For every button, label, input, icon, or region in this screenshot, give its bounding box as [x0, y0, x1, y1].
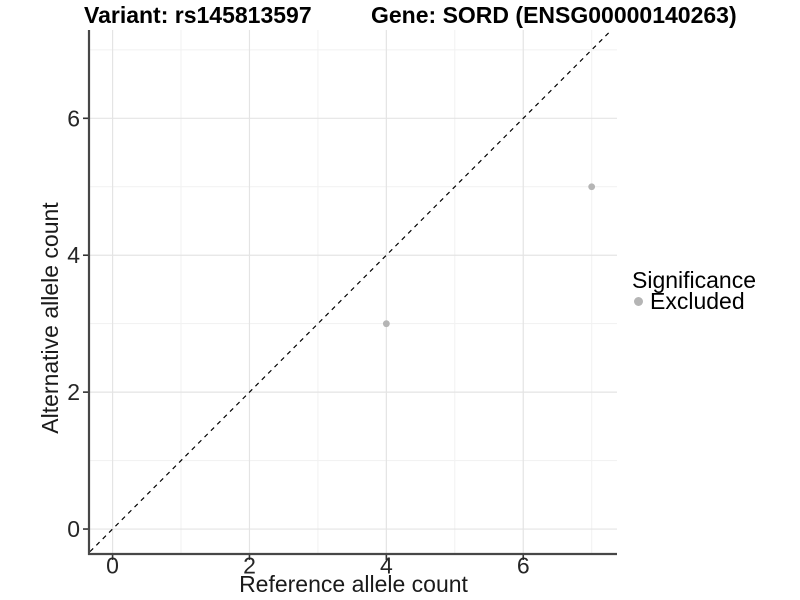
x-tick-label: 0 [106, 553, 119, 579]
y-tick-label: 4 [67, 242, 80, 268]
y-tick-label: 6 [67, 105, 80, 131]
identity-dashed-line [89, 29, 612, 553]
legend-point-icon [634, 297, 643, 306]
plot-title-variant: Variant: rs145813597 [84, 2, 312, 28]
plot-title-gene: Gene: SORD (ENSG00000140263) [371, 2, 737, 28]
x-axis-title: Reference allele count [239, 571, 468, 597]
data-point [588, 183, 596, 191]
legend-title: Significance [632, 267, 757, 293]
legend: Significance Excluded [628, 267, 757, 314]
y-tick-label: 0 [67, 516, 80, 542]
x-tick-label: 6 [517, 553, 530, 579]
legend-entry: Excluded [628, 288, 756, 314]
data-point [382, 320, 390, 328]
y-tick-label: 2 [67, 379, 80, 405]
x-tick-label: 2 [243, 553, 256, 579]
y-axis-title: Alternative allele count [37, 202, 63, 434]
x-tick-label: 4 [380, 553, 393, 579]
legend-entry-label: Excluded [650, 288, 745, 314]
